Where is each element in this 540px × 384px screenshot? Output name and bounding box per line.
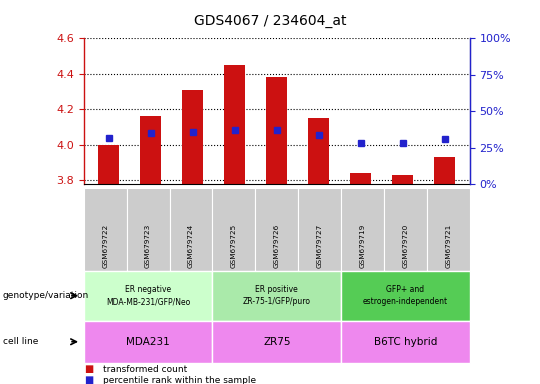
Text: GFP+ and
estrogen-independent: GFP+ and estrogen-independent: [363, 285, 448, 306]
Text: ER negative
MDA-MB-231/GFP/Neo: ER negative MDA-MB-231/GFP/Neo: [106, 285, 190, 306]
Text: GSM679721: GSM679721: [446, 223, 451, 268]
Text: genotype/variation: genotype/variation: [3, 291, 89, 300]
Text: ■: ■: [84, 364, 93, 374]
Text: GSM679725: GSM679725: [231, 223, 237, 268]
Bar: [140, 116, 161, 184]
Bar: [183, 90, 203, 184]
Bar: [434, 157, 455, 184]
Text: B6TC hybrid: B6TC hybrid: [374, 337, 437, 347]
Text: GSM679723: GSM679723: [145, 223, 151, 268]
Text: ER positive
ZR-75-1/GFP/puro: ER positive ZR-75-1/GFP/puro: [243, 285, 310, 306]
Bar: [224, 65, 245, 184]
Text: GSM679724: GSM679724: [188, 223, 194, 268]
Text: GSM679720: GSM679720: [402, 223, 408, 268]
Bar: [98, 144, 119, 184]
Text: GSM679719: GSM679719: [360, 223, 366, 268]
Text: percentile rank within the sample: percentile rank within the sample: [103, 376, 256, 384]
Text: ZR75: ZR75: [263, 337, 291, 347]
Text: ■: ■: [84, 375, 93, 384]
Bar: [350, 173, 371, 184]
Text: MDA231: MDA231: [126, 337, 170, 347]
Text: cell line: cell line: [3, 337, 38, 346]
Bar: [266, 77, 287, 184]
Text: GSM679726: GSM679726: [274, 223, 280, 268]
Bar: [308, 118, 329, 184]
Text: GSM679722: GSM679722: [102, 223, 108, 268]
Bar: [392, 175, 413, 184]
Text: GSM679727: GSM679727: [316, 223, 323, 268]
Text: transformed count: transformed count: [103, 365, 187, 374]
Text: GDS4067 / 234604_at: GDS4067 / 234604_at: [194, 14, 346, 28]
